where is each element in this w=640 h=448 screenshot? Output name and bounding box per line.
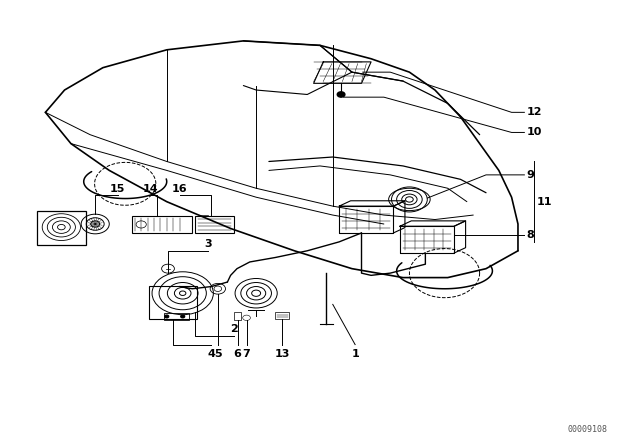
Text: 2: 2 bbox=[230, 324, 237, 334]
Text: 10: 10 bbox=[526, 127, 541, 138]
Text: 1: 1 bbox=[351, 349, 359, 359]
Text: 4: 4 bbox=[207, 349, 216, 359]
Text: 7: 7 bbox=[243, 349, 250, 359]
Text: 5: 5 bbox=[214, 349, 221, 359]
Text: 12: 12 bbox=[526, 108, 542, 117]
Text: 8: 8 bbox=[526, 230, 534, 240]
Circle shape bbox=[337, 92, 345, 97]
Text: 9: 9 bbox=[526, 170, 534, 180]
Text: 13: 13 bbox=[275, 349, 290, 359]
Text: 14: 14 bbox=[143, 184, 159, 194]
Text: 15: 15 bbox=[110, 184, 125, 194]
Text: 6: 6 bbox=[234, 349, 241, 359]
Circle shape bbox=[165, 315, 169, 318]
Text: 3: 3 bbox=[204, 240, 212, 250]
Text: 11: 11 bbox=[537, 197, 552, 207]
Circle shape bbox=[180, 315, 184, 318]
Text: 00009108: 00009108 bbox=[568, 425, 607, 434]
Text: 16: 16 bbox=[172, 184, 188, 194]
